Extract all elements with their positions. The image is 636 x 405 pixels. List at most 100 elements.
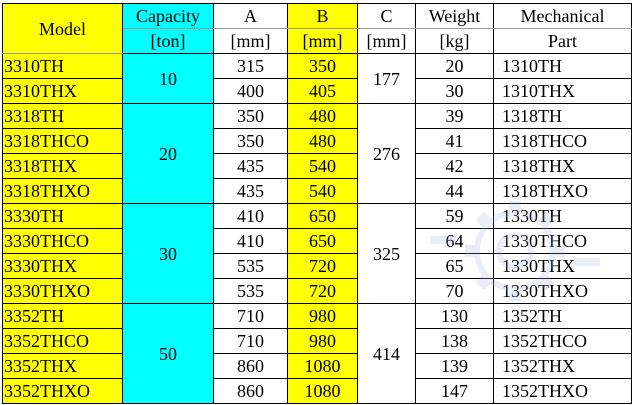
header-weight-unit: [kg] (415, 28, 494, 54)
header-row-2: [ton] [mm] [mm] [mm] [kg] Part (3, 28, 632, 54)
a-cell: 350 (213, 128, 288, 154)
weight-cell: 59 (415, 203, 494, 229)
a-cell: 315 (213, 53, 288, 79)
a-cell: 350 (213, 103, 288, 129)
a-cell: 710 (213, 303, 288, 329)
mechanical-part-cell: 1352THX (493, 353, 632, 379)
b-cell: 1080 (287, 353, 358, 379)
table-row: 3330THX 535 720 65 1330THX (2, 253, 632, 279)
a-cell: 400 (213, 78, 288, 104)
weight-cell: 44 (415, 178, 494, 204)
weight-cell: 41 (415, 128, 494, 154)
b-cell: 650 (287, 228, 358, 254)
model-cell: 3352THCO (2, 328, 123, 354)
spec-table: Model Capacity A B C Weight Mechanical [… (2, 3, 632, 404)
table-row: 3310TH 10 315 350 177 20 1310TH (2, 53, 632, 104)
b-cell: 980 (287, 303, 358, 329)
a-cell: 860 (213, 378, 288, 404)
header-weight: Weight (415, 3, 494, 29)
weight-cell: 65 (415, 253, 494, 279)
a-cell: 410 (213, 228, 288, 254)
model-cell: 3318THCO (2, 128, 123, 154)
c-cell: 177 (357, 53, 416, 104)
capacity-cell: 50 (122, 303, 214, 404)
mechanical-part-cell: 1330TH (493, 203, 632, 229)
header-part: Part (493, 28, 632, 54)
header-capacity: Capacity (122, 3, 214, 29)
a-cell: 860 (213, 353, 288, 379)
weight-cell: 30 (415, 78, 494, 104)
mechanical-part-cell: 1330THCO (493, 228, 632, 254)
b-cell: 540 (287, 153, 358, 179)
table-row: 3318TH 20 350 480 276 39 1318TH (2, 103, 632, 204)
header-a-unit: [mm] (213, 28, 288, 54)
model-cell: 3352TH (2, 303, 123, 329)
weight-cell: 139 (415, 353, 494, 379)
b-cell: 480 (287, 103, 358, 129)
mechanical-part-cell: 1352TH (493, 303, 632, 329)
a-cell: 535 (213, 253, 288, 279)
table-row: 3318THX 435 540 42 1318THX (2, 153, 632, 179)
header-b-unit: [mm] (287, 28, 358, 54)
b-cell: 720 (287, 278, 358, 304)
header-mechanical: Mechanical (493, 3, 632, 29)
mechanical-part-cell: 1318TH (493, 103, 632, 129)
header-model: Model (2, 3, 123, 54)
table-row: 3330THXO 535 720 70 1330THXO (2, 278, 632, 304)
model-cell: 3330THXO (2, 278, 123, 304)
header-b: B (287, 3, 358, 29)
a-cell: 710 (213, 328, 288, 354)
c-cell: 276 (357, 103, 416, 204)
table-row: 3318THCO 350 480 41 1318THCO (2, 128, 632, 154)
a-cell: 535 (213, 278, 288, 304)
model-cell: 3310THX (2, 78, 123, 104)
weight-cell: 147 (415, 378, 494, 404)
b-cell: 350 (287, 53, 358, 79)
weight-cell: 70 (415, 278, 494, 304)
header-row-1: Model Capacity A B C Weight Mechanical (2, 3, 632, 54)
mechanical-part-cell: 1330THXO (493, 278, 632, 304)
table-row: 3330THCO 410 650 64 1330THCO (2, 228, 632, 254)
a-cell: 435 (213, 153, 288, 179)
mechanical-part-cell: 1310THX (493, 78, 632, 104)
weight-cell: 39 (415, 103, 494, 129)
mechanical-part-cell: 1352THCO (493, 328, 632, 354)
model-cell: 3318THXO (2, 178, 123, 204)
spec-table-container: Model Capacity A B C Weight Mechanical [… (2, 3, 632, 404)
c-cell: 414 (357, 303, 416, 404)
b-cell: 1080 (287, 378, 358, 404)
model-cell: 3310TH (2, 53, 123, 79)
header-a: A (213, 3, 288, 29)
table-row: 3352THCO 710 980 138 1352THCO (2, 328, 632, 354)
b-cell: 650 (287, 203, 358, 229)
spec-table-body: 3310TH 10 315 350 177 20 1310TH 3310THX 400 405 30… (2, 53, 632, 404)
b-cell: 480 (287, 128, 358, 154)
mechanical-part-cell: 1318THXO (493, 178, 632, 204)
table-row: 3352THXO 860 1080 147 1352THXO (2, 378, 632, 404)
capacity-cell: 20 (122, 103, 214, 204)
weight-cell: 130 (415, 303, 494, 329)
mechanical-part-cell: 1310TH (493, 53, 632, 79)
model-cell: 3330THX (2, 253, 123, 279)
table-row: 3352TH 50 710 980 414 130 1352TH (2, 303, 632, 404)
table-row: 3330TH 30 410 650 325 59 1330TH (2, 203, 632, 304)
mechanical-part-cell: 1318THCO (493, 128, 632, 154)
weight-cell: 42 (415, 153, 494, 179)
model-cell: 3318TH (2, 103, 123, 129)
model-cell: 3330TH (2, 203, 123, 229)
a-cell: 435 (213, 178, 288, 204)
b-cell: 980 (287, 328, 358, 354)
weight-cell: 20 (415, 53, 494, 79)
b-cell: 540 (287, 178, 358, 204)
table-row: 3310THX 400 405 30 1310THX (2, 78, 632, 104)
weight-cell: 138 (415, 328, 494, 354)
table-row: 3352THX 860 1080 139 1352THX (2, 353, 632, 379)
b-cell: 720 (287, 253, 358, 279)
mechanical-part-cell: 1352THXO (493, 378, 632, 404)
table-row: 3318THXO 435 540 44 1318THXO (2, 178, 632, 204)
mechanical-part-cell: 1330THX (493, 253, 632, 279)
header-capacity-unit: [ton] (122, 28, 214, 54)
header-c: C (357, 3, 416, 29)
c-cell: 325 (357, 203, 416, 304)
weight-cell: 64 (415, 228, 494, 254)
